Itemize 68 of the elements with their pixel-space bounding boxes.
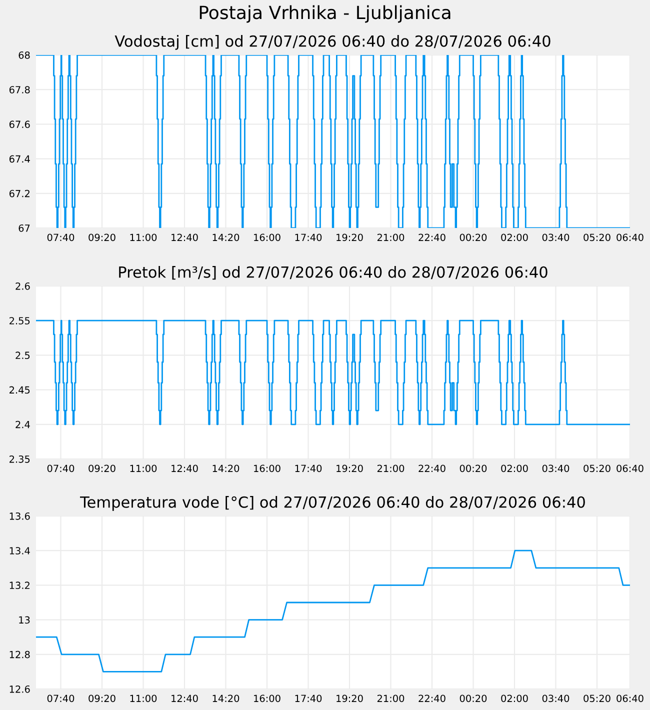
x-tick-label: 02:00 <box>501 234 528 242</box>
x-tick-label: 09:20 <box>88 234 116 242</box>
x-tick-label: 06:40 <box>616 694 644 702</box>
x-tick-label: 14:20 <box>212 694 240 702</box>
x-tick-label: 09:20 <box>88 694 116 702</box>
y-tick-label: 13.4 <box>10 547 30 554</box>
y-tick-label: 13 <box>19 616 30 624</box>
x-tick-label: 00:20 <box>460 464 487 472</box>
x-tick-label: 06:40 <box>616 464 644 472</box>
y-tick-label: 13.2 <box>10 582 30 590</box>
y-tick-label: 12.6 <box>10 685 30 693</box>
x-tick-label: 11:00 <box>130 234 157 242</box>
y-tick-label: 2.5 <box>16 352 30 360</box>
y-tick-label: 12.8 <box>10 650 30 658</box>
chart-title: Pretok [m³/s] od 27/07/2026 06:40 do 28/07/2026 06:40 <box>119 266 548 280</box>
y-tick-label: 2.35 <box>10 455 30 463</box>
y-tick-label: 68 <box>18 51 30 59</box>
x-tick-label: 03:40 <box>542 234 570 242</box>
x-tick-label: 00:20 <box>460 234 487 242</box>
x-tick-label: 11:00 <box>130 464 157 472</box>
x-tick-label: 19:20 <box>336 234 363 242</box>
x-tick-label: 07:40 <box>47 694 74 702</box>
x-tick-label: 21:00 <box>377 694 404 702</box>
x-tick-label: 07:40 <box>47 234 74 242</box>
x-tick-label: 12:40 <box>172 694 198 702</box>
x-tick-label: 09:20 <box>88 464 116 472</box>
x-tick-label: 07:40 <box>47 464 74 472</box>
x-tick-label: 22:40 <box>418 234 446 242</box>
y-tick-label: 67.8 <box>9 86 30 94</box>
x-tick-label: 03:40 <box>542 694 570 702</box>
x-tick-label: 12:40 <box>172 234 198 242</box>
x-tick-label: 12:40 <box>172 464 198 472</box>
y-tick-label: 67.6 <box>9 120 30 128</box>
x-tick-label: 14:20 <box>212 234 240 242</box>
x-tick-label: 05:20 <box>584 234 610 242</box>
x-tick-label: 19:20 <box>336 464 363 472</box>
line-series <box>36 550 630 672</box>
y-tick-label: 67 <box>18 224 30 232</box>
y-tick-label: 2.55 <box>10 317 30 324</box>
y-tick-label: 13.6 <box>10 512 30 520</box>
x-tick-label: 22:40 <box>418 694 446 702</box>
x-tick-label: 14:20 <box>212 464 240 472</box>
x-tick-label: 05:20 <box>584 464 610 472</box>
y-tick-label: 2.6 <box>16 282 30 290</box>
x-tick-label: 05:20 <box>584 694 610 702</box>
x-tick-label: 06:40 <box>616 234 644 242</box>
x-tick-label: 17:40 <box>295 234 322 242</box>
chart-title: Vodostaj [cm] od 27/07/2026 06:40 do 28/07/2026 06:40 <box>114 35 550 50</box>
x-tick-label: 02:00 <box>501 464 528 472</box>
x-tick-label: 11:00 <box>130 694 157 702</box>
x-tick-label: 17:40 <box>295 464 322 472</box>
y-tick-label: 67.4 <box>9 155 30 163</box>
x-tick-label: 03:40 <box>542 464 570 472</box>
x-tick-label: 02:00 <box>501 694 528 702</box>
x-tick-label: 17:40 <box>295 694 322 702</box>
x-tick-label: 16:00 <box>254 464 280 472</box>
text: Postaja Vrhnika - Ljubljanica <box>200 5 450 23</box>
chart-title: Temperatura vode [°C] od 27/07/2026 06:40 do 28/07/2026 06:40 <box>80 496 585 511</box>
x-tick-label: 21:00 <box>377 234 404 242</box>
x-tick-label: 22:40 <box>418 464 446 472</box>
x-tick-label: 16:00 <box>254 694 280 702</box>
y-tick-label: 2.45 <box>10 386 30 394</box>
x-tick-label: 21:00 <box>377 464 404 472</box>
y-tick-label: 67.2 <box>9 190 30 198</box>
x-tick-label: 16:00 <box>254 234 280 242</box>
y-tick-label: 2.4 <box>16 420 30 428</box>
x-tick-label: 00:20 <box>460 694 487 702</box>
x-tick-label: 19:20 <box>336 694 363 702</box>
